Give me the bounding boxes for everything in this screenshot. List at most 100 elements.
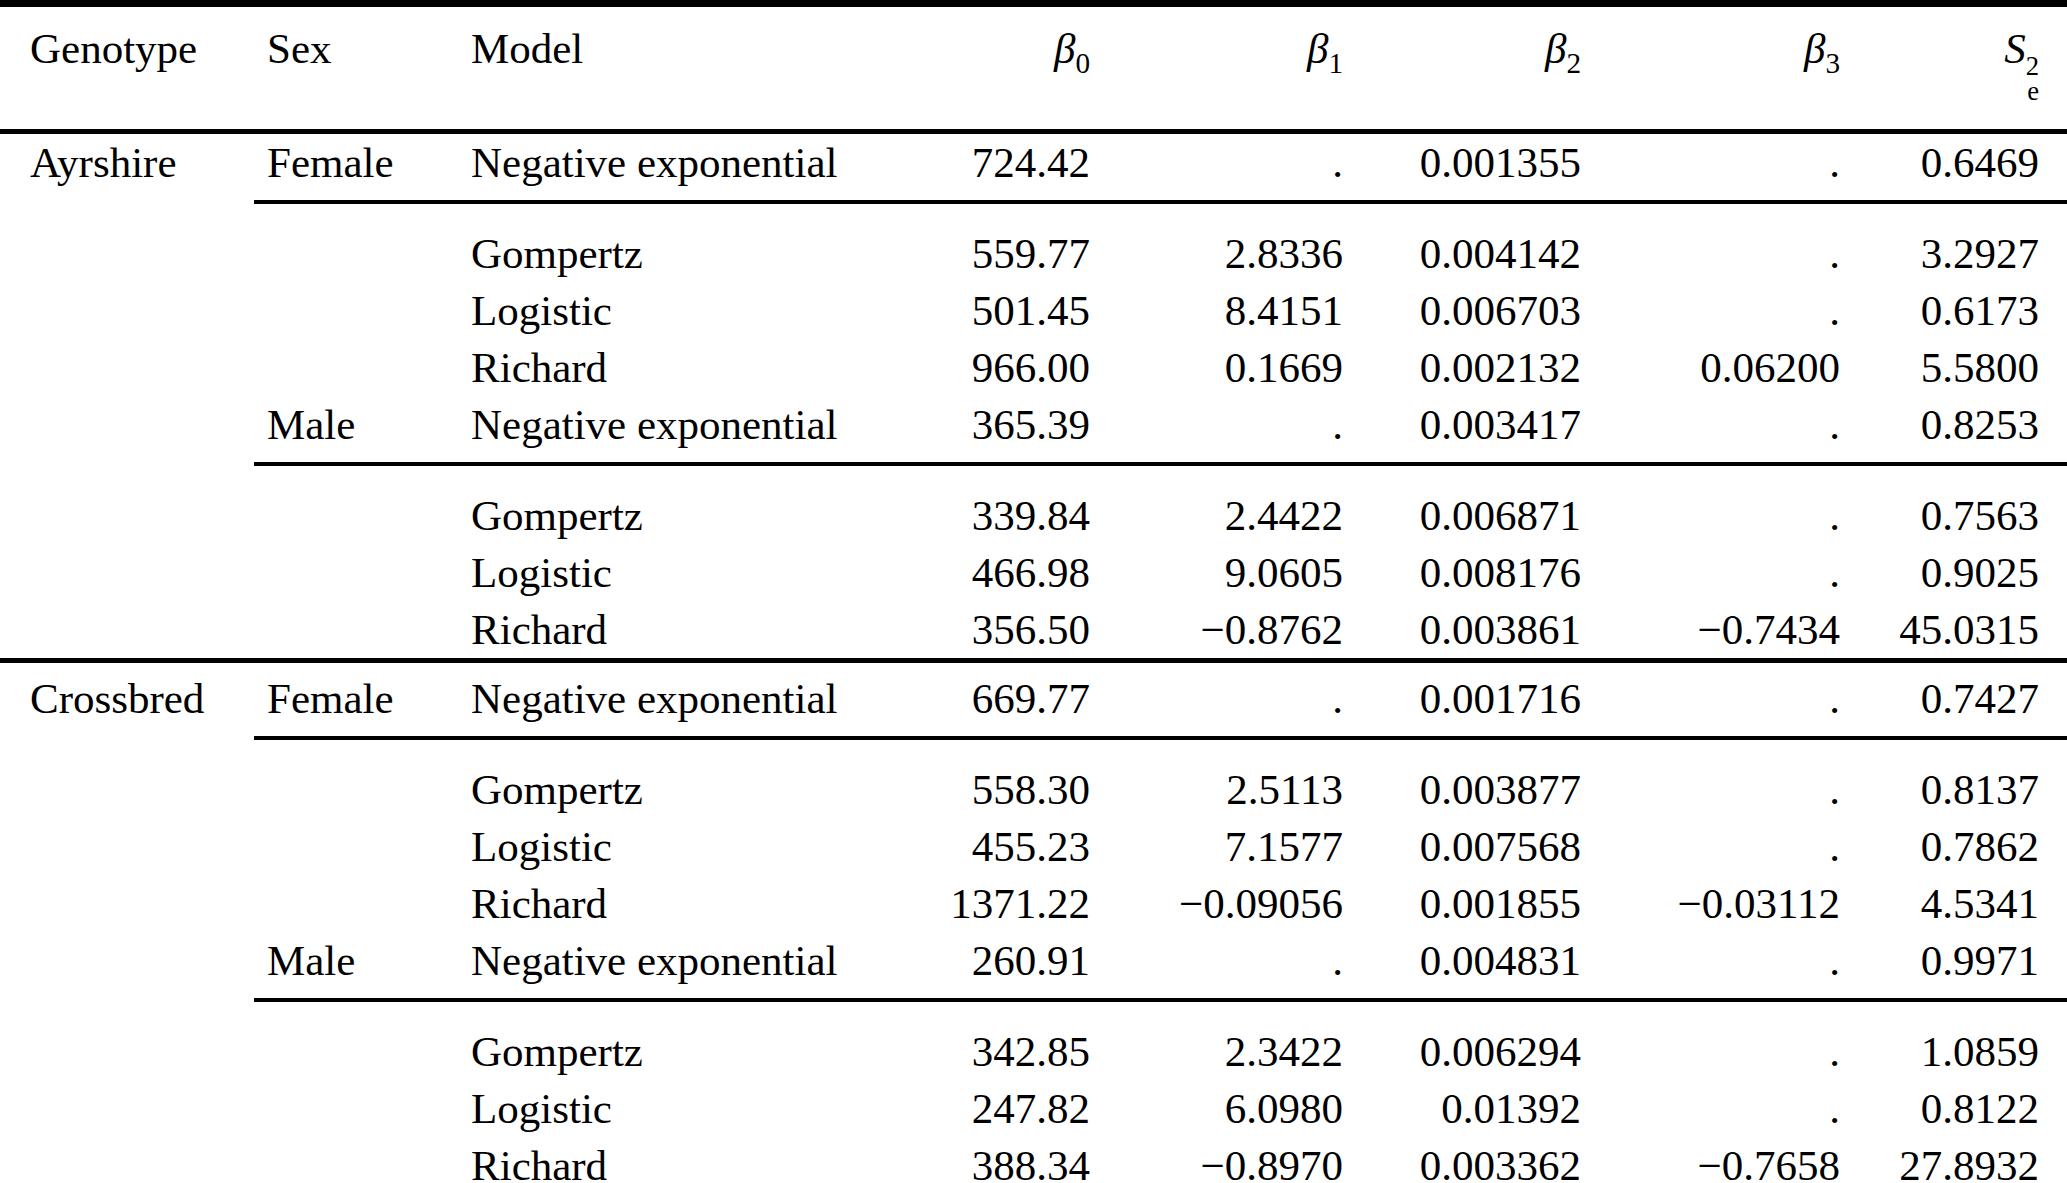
cell-beta1: . bbox=[1090, 660, 1343, 738]
table-row: Gompertz 339.84 2.4422 0.006871 . 0.7563 bbox=[0, 464, 2067, 544]
cell-genotype: Crossbred bbox=[0, 660, 254, 738]
cell-beta3: . bbox=[1581, 464, 1840, 544]
parameters-table: Genotype Sex Model β0 β1 β2 β3 S2e Ayrsh… bbox=[0, 0, 2067, 1183]
cell-sex bbox=[254, 601, 471, 661]
cell-beta1: −0.09056 bbox=[1090, 875, 1343, 932]
table-row: Richard 356.50 −0.8762 0.003861 −0.7434 … bbox=[0, 601, 2067, 661]
cell-genotype bbox=[0, 875, 254, 932]
cell-beta1: 8.4151 bbox=[1090, 282, 1343, 339]
cell-beta0: 356.50 bbox=[945, 601, 1090, 661]
cell-beta3: . bbox=[1581, 660, 1840, 738]
cell-beta2: 0.001355 bbox=[1343, 131, 1581, 202]
beta0-subscript: 0 bbox=[1075, 47, 1090, 79]
cell-model: Gompertz bbox=[471, 202, 945, 282]
cell-model: Negative exponential bbox=[471, 932, 945, 1000]
cell-se2: 1.0859 bbox=[1840, 1000, 2067, 1080]
col-header-genotype: Genotype bbox=[0, 4, 254, 132]
cell-se2: 0.6469 bbox=[1840, 131, 2067, 202]
cell-model: Richard bbox=[471, 1137, 945, 1183]
cell-beta3: . bbox=[1581, 396, 1840, 464]
cell-model: Logistic bbox=[471, 282, 945, 339]
beta-symbol: β bbox=[1545, 25, 1566, 72]
cell-beta2: 0.003417 bbox=[1343, 396, 1581, 464]
col-header-se2: S2e bbox=[1840, 4, 2067, 132]
cell-model: Logistic bbox=[471, 544, 945, 601]
col-header-beta3: β3 bbox=[1581, 4, 1840, 132]
cell-beta2: 0.006871 bbox=[1343, 464, 1581, 544]
table-row: Male Negative exponential 365.39 . 0.003… bbox=[0, 396, 2067, 464]
table-row: Logistic 247.82 6.0980 0.01392 . 0.8122 bbox=[0, 1080, 2067, 1137]
cell-beta3: . bbox=[1581, 1080, 1840, 1137]
cell-beta0: 558.30 bbox=[945, 738, 1090, 818]
cell-sex bbox=[254, 1000, 471, 1080]
col-header-beta2: β2 bbox=[1343, 4, 1581, 132]
beta-symbol: β bbox=[1804, 25, 1825, 72]
cell-beta2: 0.007568 bbox=[1343, 818, 1581, 875]
cell-beta1: 2.5113 bbox=[1090, 738, 1343, 818]
beta3-subscript: 3 bbox=[1825, 47, 1840, 79]
cell-genotype: Ayrshire bbox=[0, 131, 254, 202]
cell-se2: 45.0315 bbox=[1840, 601, 2067, 661]
cell-beta2: 0.006703 bbox=[1343, 282, 1581, 339]
cell-beta1: −0.8762 bbox=[1090, 601, 1343, 661]
cell-beta2: 0.004142 bbox=[1343, 202, 1581, 282]
cell-beta2: 0.008176 bbox=[1343, 544, 1581, 601]
cell-genotype bbox=[0, 738, 254, 818]
cell-se2: 0.9025 bbox=[1840, 544, 2067, 601]
cell-sex bbox=[254, 738, 471, 818]
cell-beta1: 7.1577 bbox=[1090, 818, 1343, 875]
cell-beta3: . bbox=[1581, 282, 1840, 339]
cell-genotype bbox=[0, 339, 254, 396]
header-row: Genotype Sex Model β0 β1 β2 β3 S2e bbox=[0, 4, 2067, 132]
cell-beta0: 247.82 bbox=[945, 1080, 1090, 1137]
cell-sex bbox=[254, 339, 471, 396]
cell-sex bbox=[254, 202, 471, 282]
table-row: Gompertz 559.77 2.8336 0.004142 . 3.2927 bbox=[0, 202, 2067, 282]
cell-se2: 0.6173 bbox=[1840, 282, 2067, 339]
cell-beta3: . bbox=[1581, 1000, 1840, 1080]
cell-genotype bbox=[0, 464, 254, 544]
cell-beta0: 339.84 bbox=[945, 464, 1090, 544]
cell-beta1: 0.1669 bbox=[1090, 339, 1343, 396]
cell-beta1: 6.0980 bbox=[1090, 1080, 1343, 1137]
cell-model: Richard bbox=[471, 875, 945, 932]
cell-sex: Male bbox=[254, 932, 471, 1000]
cell-beta3: . bbox=[1581, 202, 1840, 282]
cell-beta0: 455.23 bbox=[945, 818, 1090, 875]
cell-beta0: 260.91 bbox=[945, 932, 1090, 1000]
cell-beta0: 669.77 bbox=[945, 660, 1090, 738]
cell-beta3: −0.7434 bbox=[1581, 601, 1840, 661]
cell-model: Gompertz bbox=[471, 464, 945, 544]
cell-beta3: −0.7658 bbox=[1581, 1137, 1840, 1183]
cell-beta1: −0.8970 bbox=[1090, 1137, 1343, 1183]
table-row: Richard 1371.22 −0.09056 0.001855 −0.031… bbox=[0, 875, 2067, 932]
s-symbol: S bbox=[2004, 25, 2026, 72]
beta2-subscript: 2 bbox=[1566, 47, 1581, 79]
table-row: Male Negative exponential 260.91 . 0.004… bbox=[0, 932, 2067, 1000]
cell-sex: Female bbox=[254, 131, 471, 202]
cell-beta0: 365.39 bbox=[945, 396, 1090, 464]
cell-model: Richard bbox=[471, 339, 945, 396]
cell-beta1: . bbox=[1090, 396, 1343, 464]
cell-model: Negative exponential bbox=[471, 660, 945, 738]
cell-beta0: 559.77 bbox=[945, 202, 1090, 282]
cell-sex: Male bbox=[254, 396, 471, 464]
cell-sex bbox=[254, 818, 471, 875]
cell-beta0: 342.85 bbox=[945, 1000, 1090, 1080]
cell-sex bbox=[254, 875, 471, 932]
cell-beta1: . bbox=[1090, 932, 1343, 1000]
cell-beta0: 1371.22 bbox=[945, 875, 1090, 932]
cell-beta3: . bbox=[1581, 932, 1840, 1000]
cell-beta2: 0.004831 bbox=[1343, 932, 1581, 1000]
cell-se2: 4.5341 bbox=[1840, 875, 2067, 932]
cell-model: Gompertz bbox=[471, 738, 945, 818]
cell-genotype bbox=[0, 202, 254, 282]
cell-genotype bbox=[0, 932, 254, 1000]
table-row: Richard 966.00 0.1669 0.002132 0.06200 5… bbox=[0, 339, 2067, 396]
cell-model: Negative exponential bbox=[471, 396, 945, 464]
cell-beta3: . bbox=[1581, 818, 1840, 875]
cell-beta1: 2.3422 bbox=[1090, 1000, 1343, 1080]
cell-model: Negative exponential bbox=[471, 131, 945, 202]
cell-genotype bbox=[0, 1080, 254, 1137]
cell-beta2: 0.003861 bbox=[1343, 601, 1581, 661]
